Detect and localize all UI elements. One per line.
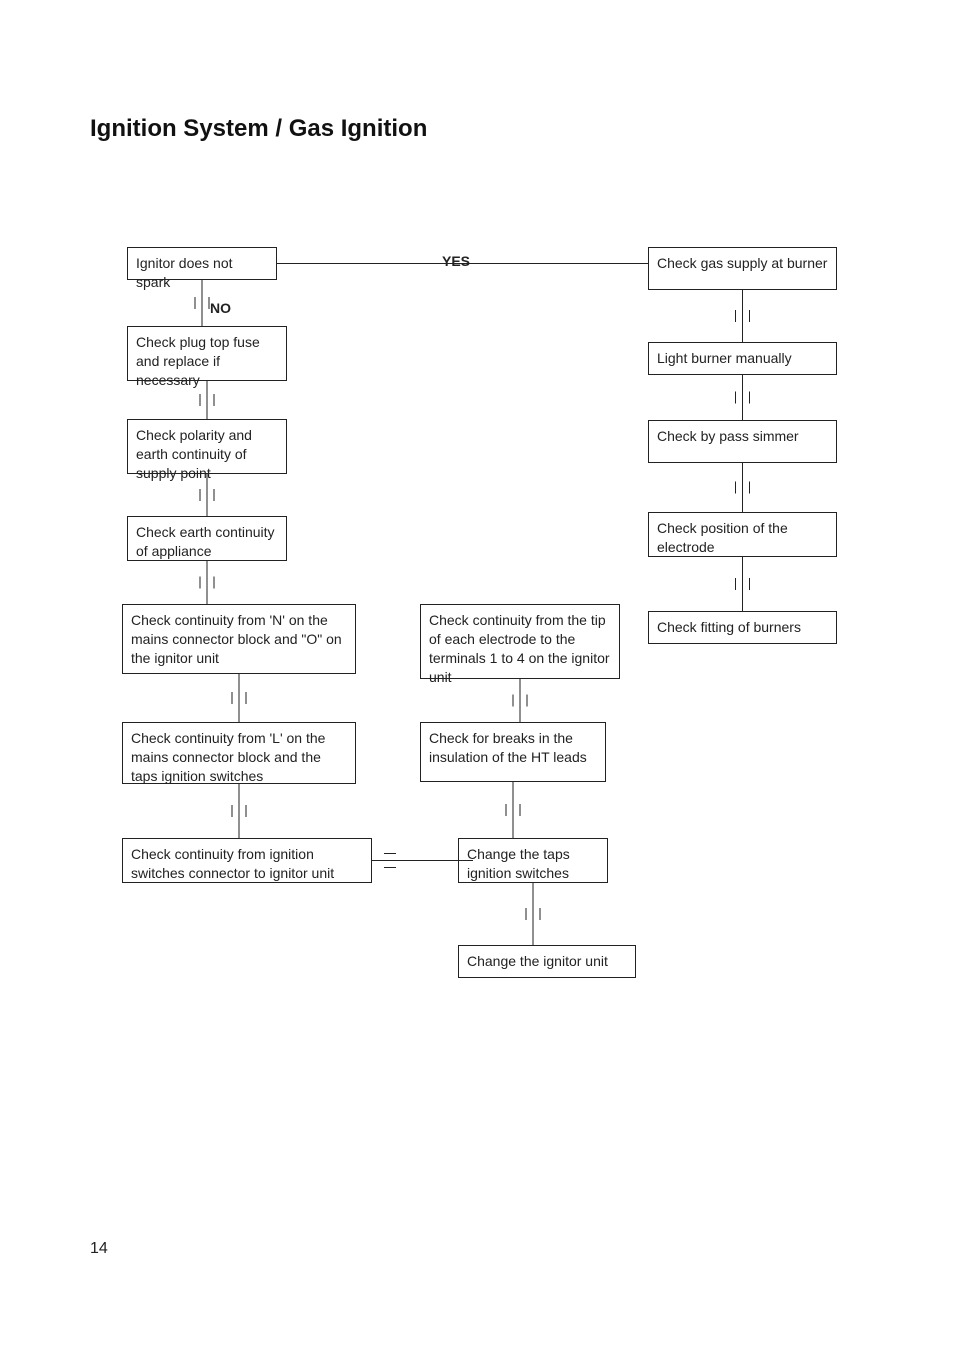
page-number: 14 [90,1240,108,1258]
node-check-electrode-pos: Check position of the electrode [648,512,837,557]
node-light-manually: Light burner manually [648,342,837,375]
page-title: Ignition System / Gas Ignition [90,115,427,143]
node-check-bypass-simmer: Check by pass simmer [648,420,837,463]
node-change-taps-switches: Change the taps ignition switches [458,838,608,883]
label-no: NO [210,300,231,316]
node-change-ignitor: Change the ignitor unit [458,945,636,978]
node-check-ht-leads: Check for breaks in the insulation of th… [420,722,606,782]
label-yes: YES [442,253,470,269]
node-check-n-o: Check continuity from 'N' on the mains c… [122,604,356,674]
node-check-plug-fuse: Check plug top fuse and replace if neces… [127,326,287,381]
node-ignitor-no-spark: Ignitor does not spark [127,247,277,280]
page: Ignition System / Gas Ignition YES NO Ig… [0,0,954,1351]
node-check-polarity: Check polarity and earth continuity of s… [127,419,287,474]
node-check-switches-ignitor: Check continuity from ignition switches … [122,838,372,883]
node-check-burner-fitting: Check fitting of burners [648,611,837,644]
node-check-l-taps: Check continuity from 'L' on the mains c… [122,722,356,784]
node-check-earth-appliance: Check earth continuity of appliance [127,516,287,561]
node-check-gas-supply: Check gas supply at burner [648,247,837,290]
node-check-electrode-tip: Check continuity from the tip of each el… [420,604,620,679]
